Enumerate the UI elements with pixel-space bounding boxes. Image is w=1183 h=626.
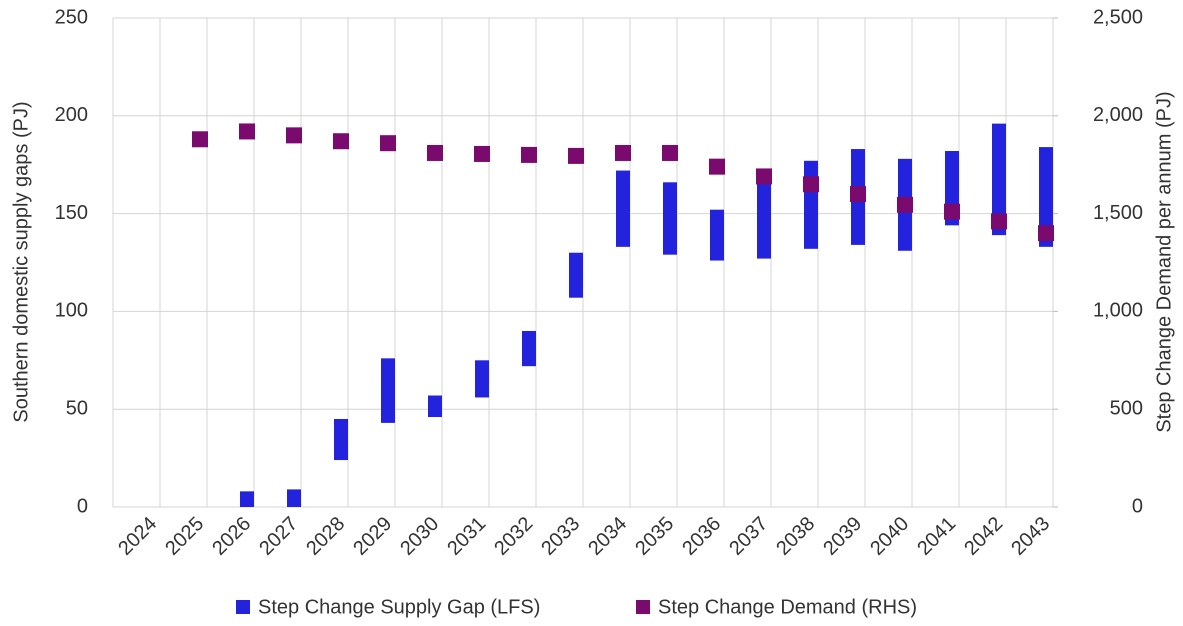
demand-marker <box>380 135 396 152</box>
demand-marker <box>333 133 349 150</box>
y-tick-label: 150 <box>55 202 88 224</box>
range-bar <box>992 123 1006 236</box>
legend-label: Step Change Demand (RHS) <box>658 596 917 618</box>
demand-marker <box>991 213 1007 230</box>
y2-tick-label: 0 <box>1132 495 1143 517</box>
x-tick-label: 2027 <box>255 513 302 560</box>
legend-swatch <box>636 600 650 614</box>
demand-marker <box>709 158 725 175</box>
demand-marker <box>192 131 208 148</box>
y2-axis-title: Step Change Demand per annum (PJ) <box>1153 91 1175 432</box>
range-bar <box>616 170 630 247</box>
y-tick-label: 0 <box>77 495 88 517</box>
range-bar <box>569 252 583 298</box>
demand-marker <box>662 144 678 161</box>
range-bar <box>757 168 771 259</box>
x-tick-label: 2034 <box>584 513 631 560</box>
demand-marker <box>474 145 490 162</box>
demand-marker <box>803 176 819 193</box>
x-tick-label: 2040 <box>866 513 913 560</box>
demand-marker <box>521 146 537 163</box>
legend-swatch <box>236 600 250 614</box>
y-tick-label: 250 <box>55 6 88 28</box>
range-bar <box>240 491 254 507</box>
y2-tick-label: 1,000 <box>1093 300 1143 322</box>
y-tick-label: 50 <box>66 397 88 419</box>
demand-marker <box>897 196 913 213</box>
range-bar <box>804 160 818 249</box>
range-bar <box>522 330 536 367</box>
range-bar <box>428 395 442 418</box>
range-bar <box>1039 147 1053 247</box>
demand-marker <box>756 168 772 185</box>
demand-marker <box>286 127 302 144</box>
x-tick-label: 2033 <box>537 513 584 560</box>
x-tick-label: 2026 <box>208 513 255 560</box>
demand-marker <box>1038 225 1054 242</box>
x-tick-label: 2038 <box>772 513 819 560</box>
x-tick-label: 2037 <box>725 513 772 560</box>
y-tick-label: 100 <box>55 300 88 322</box>
x-tick-label: 2042 <box>960 513 1007 560</box>
demand-marker <box>427 144 443 161</box>
demand-marker <box>944 203 960 220</box>
demand-marker <box>568 147 584 164</box>
x-tick-label: 2030 <box>396 513 443 560</box>
range-bar <box>710 209 724 261</box>
x-tick-label: 2024 <box>114 513 161 560</box>
y2-tick-label: 500 <box>1110 397 1143 419</box>
demand-marker <box>850 186 866 203</box>
x-tick-label: 2028 <box>302 513 349 560</box>
legend-label: Step Change Supply Gap (LFS) <box>258 596 540 618</box>
y2-tick-label: 2,000 <box>1093 104 1143 126</box>
range-bar <box>287 489 301 507</box>
x-tick-label: 2041 <box>913 513 960 560</box>
x-tick-label: 2031 <box>443 513 490 560</box>
y2-tick-label: 2,500 <box>1093 6 1143 28</box>
x-tick-label: 2029 <box>349 513 396 560</box>
x-tick-label: 2036 <box>678 513 725 560</box>
x-tick-label: 2043 <box>1007 513 1054 560</box>
range-bar <box>663 182 677 255</box>
x-tick-label: 2025 <box>161 513 208 560</box>
range-bar <box>475 360 489 398</box>
y2-tick-label: 1,500 <box>1093 202 1143 224</box>
x-tick-label: 2035 <box>631 513 678 560</box>
x-tick-label: 2032 <box>490 513 537 560</box>
demand-marker <box>239 123 255 140</box>
x-tick-label: 2039 <box>819 513 866 560</box>
y-tick-label: 200 <box>55 104 88 126</box>
range-bar <box>334 418 348 461</box>
range-bar <box>381 358 395 423</box>
demand-marker <box>615 144 631 161</box>
y-axis-title: Southern domestic supply gaps (PJ) <box>10 101 32 422</box>
